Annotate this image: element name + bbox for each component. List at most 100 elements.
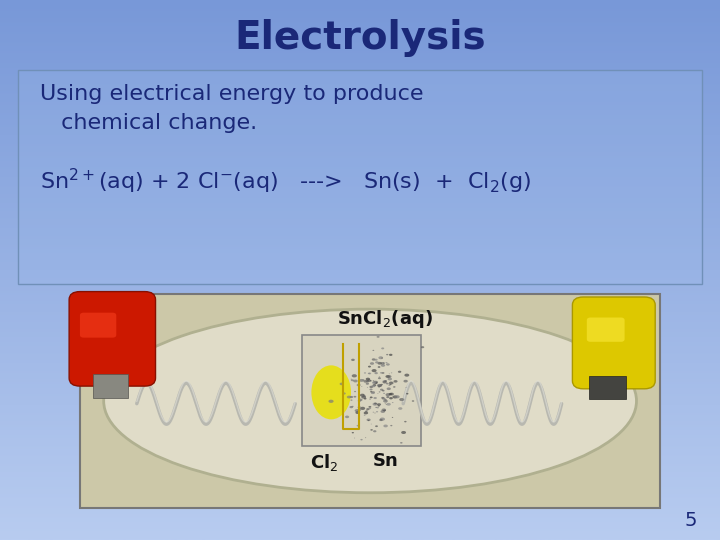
Ellipse shape: [373, 385, 374, 386]
Ellipse shape: [366, 418, 371, 421]
Ellipse shape: [375, 426, 378, 427]
Ellipse shape: [384, 399, 387, 400]
Ellipse shape: [365, 437, 366, 438]
Ellipse shape: [360, 407, 365, 410]
Ellipse shape: [378, 386, 380, 388]
Ellipse shape: [385, 393, 390, 396]
Ellipse shape: [366, 408, 369, 410]
Ellipse shape: [359, 380, 360, 381]
Ellipse shape: [389, 397, 393, 400]
Ellipse shape: [370, 429, 373, 431]
Ellipse shape: [367, 380, 371, 382]
Ellipse shape: [377, 384, 382, 387]
Ellipse shape: [358, 406, 361, 408]
Ellipse shape: [379, 356, 383, 359]
Ellipse shape: [381, 347, 384, 349]
Ellipse shape: [380, 389, 383, 391]
Ellipse shape: [373, 430, 377, 433]
Ellipse shape: [342, 393, 346, 395]
FancyBboxPatch shape: [587, 318, 625, 342]
Text: Cl$_2$: Cl$_2$: [310, 452, 338, 473]
Text: Sn: Sn: [372, 452, 398, 470]
Ellipse shape: [372, 381, 376, 384]
Ellipse shape: [367, 387, 368, 388]
Ellipse shape: [368, 420, 369, 421]
Ellipse shape: [386, 404, 387, 405]
Ellipse shape: [405, 387, 407, 388]
Ellipse shape: [351, 400, 353, 401]
Ellipse shape: [385, 362, 387, 363]
Ellipse shape: [378, 405, 380, 407]
Ellipse shape: [352, 374, 357, 377]
Ellipse shape: [383, 400, 388, 403]
Ellipse shape: [370, 391, 372, 393]
Ellipse shape: [377, 393, 379, 394]
Ellipse shape: [389, 393, 392, 395]
Ellipse shape: [372, 392, 375, 393]
Ellipse shape: [382, 357, 383, 359]
Ellipse shape: [364, 380, 368, 383]
Ellipse shape: [363, 394, 364, 395]
FancyBboxPatch shape: [302, 335, 421, 446]
Ellipse shape: [389, 382, 394, 384]
Ellipse shape: [383, 409, 386, 411]
Ellipse shape: [374, 372, 378, 374]
Ellipse shape: [380, 384, 383, 386]
Ellipse shape: [372, 369, 377, 372]
Ellipse shape: [384, 380, 387, 382]
Ellipse shape: [359, 399, 363, 401]
Ellipse shape: [370, 396, 373, 399]
Ellipse shape: [381, 364, 385, 367]
Ellipse shape: [366, 377, 370, 380]
Ellipse shape: [384, 403, 386, 404]
Ellipse shape: [361, 396, 366, 399]
Ellipse shape: [401, 431, 406, 434]
Ellipse shape: [360, 439, 363, 441]
Ellipse shape: [378, 377, 381, 379]
Ellipse shape: [388, 384, 390, 386]
Ellipse shape: [358, 418, 359, 419]
Ellipse shape: [386, 396, 390, 398]
Ellipse shape: [392, 417, 393, 418]
Ellipse shape: [390, 382, 392, 383]
Ellipse shape: [377, 404, 379, 406]
Ellipse shape: [372, 350, 374, 351]
Ellipse shape: [369, 388, 372, 390]
Ellipse shape: [386, 354, 388, 355]
Ellipse shape: [351, 432, 354, 434]
Ellipse shape: [386, 363, 390, 366]
Ellipse shape: [376, 411, 378, 413]
Ellipse shape: [380, 372, 382, 374]
Ellipse shape: [369, 406, 372, 408]
Ellipse shape: [384, 400, 387, 401]
Ellipse shape: [392, 395, 397, 399]
FancyBboxPatch shape: [80, 313, 117, 338]
Ellipse shape: [373, 411, 374, 413]
Ellipse shape: [382, 362, 384, 364]
Ellipse shape: [351, 359, 355, 361]
Ellipse shape: [406, 393, 408, 395]
Ellipse shape: [382, 397, 385, 400]
FancyBboxPatch shape: [589, 376, 626, 399]
FancyBboxPatch shape: [93, 374, 128, 398]
Ellipse shape: [369, 386, 373, 388]
Ellipse shape: [382, 372, 384, 374]
Ellipse shape: [398, 370, 401, 373]
Ellipse shape: [377, 362, 382, 364]
Ellipse shape: [340, 383, 343, 385]
Ellipse shape: [372, 385, 375, 387]
FancyBboxPatch shape: [572, 297, 655, 389]
Ellipse shape: [358, 400, 361, 402]
Text: 5: 5: [685, 511, 697, 530]
Ellipse shape: [412, 400, 414, 402]
Ellipse shape: [393, 380, 397, 383]
Ellipse shape: [364, 415, 366, 416]
Ellipse shape: [360, 394, 365, 397]
Ellipse shape: [358, 409, 361, 411]
Ellipse shape: [383, 424, 388, 427]
Ellipse shape: [377, 336, 379, 338]
Text: SnCl$_2$(aq): SnCl$_2$(aq): [336, 308, 433, 330]
Ellipse shape: [354, 391, 356, 392]
Ellipse shape: [104, 309, 636, 492]
Ellipse shape: [351, 406, 354, 407]
